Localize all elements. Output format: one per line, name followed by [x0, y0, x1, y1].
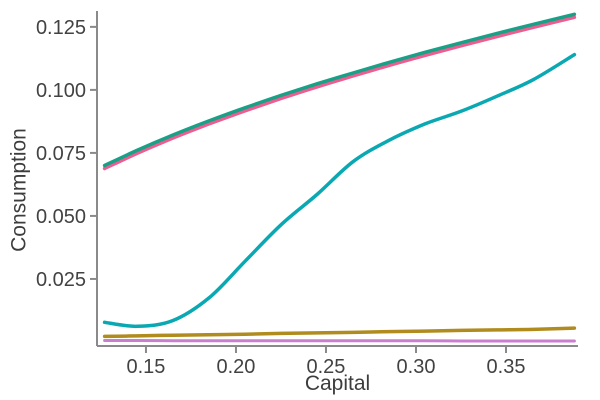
series-gold-line [102, 326, 577, 339]
y-tick-label: 0.125 [36, 17, 86, 39]
series-pink-line [102, 15, 577, 171]
x-tick-label: 0.35 [487, 356, 526, 378]
y-tick-label: 0.075 [36, 143, 86, 165]
series-cyan-line [102, 52, 577, 329]
x-tick-label: 0.25 [307, 356, 346, 378]
y-axis-label: Consumption [7, 128, 31, 252]
series-green-line [102, 12, 577, 168]
x-axis-label: Capital [304, 372, 371, 395]
x-tick-label: 0.15 [126, 356, 165, 378]
series-orchid-line [103, 338, 576, 343]
y-tick-label: 0.025 [36, 269, 86, 291]
y-tick-label: 0.050 [36, 206, 86, 228]
x-tick-label: 0.20 [217, 356, 256, 378]
y-tick-label: 0.100 [36, 80, 86, 102]
x-tick-label: 0.30 [397, 356, 436, 378]
